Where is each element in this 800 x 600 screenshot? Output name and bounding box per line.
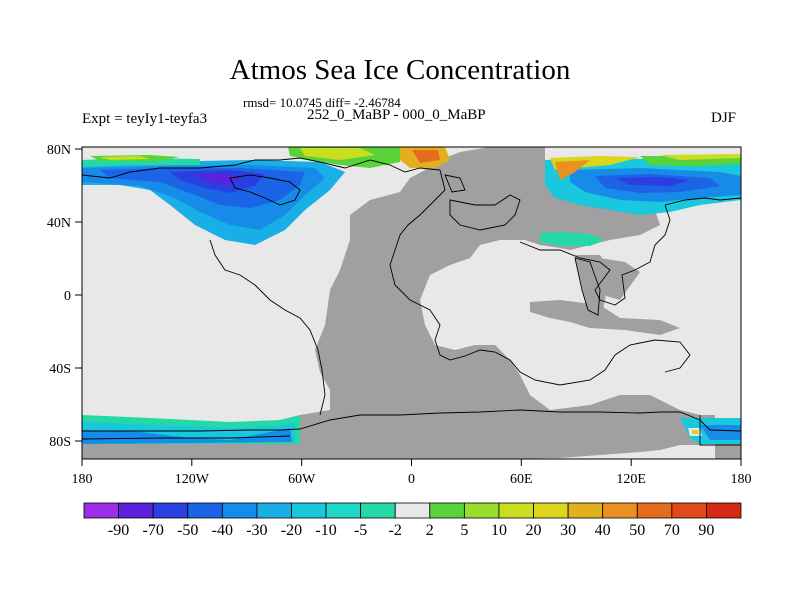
coastline-pangaea (389, 169, 691, 386)
colorbar-swatch (498, 502, 534, 519)
colorbar-swatch (118, 502, 154, 519)
lon-label-0: 180 (72, 472, 93, 487)
arctic-yellow-patch (300, 148, 375, 160)
land-ridge (600, 258, 640, 300)
colorbar-label: 30 (560, 522, 576, 539)
colorbar-swatch (463, 502, 500, 519)
colorbar-swatch (291, 502, 327, 519)
east-ice-orange (555, 160, 590, 180)
colorbar-swatch (152, 502, 189, 519)
colorbar-swatch (187, 502, 223, 519)
lat-label-0: 80N (47, 143, 71, 158)
colorbar-swatch (602, 502, 638, 519)
colorbar-label: -70 (142, 522, 163, 539)
axis-ticks (75, 148, 742, 466)
colorbar-label: 20 (526, 522, 542, 539)
colorbar-swatch (83, 502, 119, 519)
sh-east-blue (700, 425, 741, 440)
coastline-east-inland (449, 194, 521, 231)
lat-label-1: 40N (47, 216, 71, 231)
lon-label-3: 0 (408, 472, 415, 487)
coastline-tethys (519, 204, 671, 306)
colorbar-swatch (429, 502, 465, 519)
coastline-east-edge (699, 415, 741, 446)
colorbar-label: -2 (389, 522, 402, 539)
sh-ice-grey-base (82, 444, 300, 459)
colorbar-swatch (533, 502, 569, 519)
coastline-north-ocean (82, 157, 441, 179)
east-ice-core (615, 177, 690, 186)
colorbar-swatch (325, 502, 362, 519)
land-masses (300, 147, 715, 459)
sh-ice-blue (82, 428, 292, 444)
lat-label-2: 0 (64, 289, 71, 304)
sh-east-yellow-dot (692, 430, 698, 434)
colorbar: -90 -70 -50 -40 -30 -20 -10 -5 -2 2 5 10 20 30 40 50 70 9… (83, 502, 742, 539)
nh-ice-anomaly-arctic (288, 147, 450, 168)
lon-label-5: 120E (616, 472, 646, 487)
colorbar-label: -50 (177, 522, 198, 539)
coastline-antarctic-inner (82, 435, 291, 440)
map-title: Atmos Sea Ice Concentration (229, 54, 571, 86)
colorbar-label: -30 (246, 522, 267, 539)
colorbar-label: 10 (491, 522, 507, 539)
coastline-small-islands (444, 174, 466, 193)
colorbar-label: 90 (698, 522, 714, 539)
lat-label-3: 40S (49, 362, 71, 377)
colorbar-swatch (567, 502, 604, 519)
colorbar-label: -90 (108, 522, 129, 539)
coastlines (82, 157, 741, 446)
colorbar-label: -10 (315, 522, 336, 539)
colorbar-label: 2 (426, 522, 434, 539)
colorbar-label: 50 (629, 522, 645, 539)
map-panel (82, 147, 741, 459)
coastline-arctic-islands (229, 174, 301, 206)
colorbar-swatch (706, 502, 742, 519)
colorbar-label: 40 (595, 522, 611, 539)
coastline-west-continent (209, 239, 326, 416)
pangaea-land (300, 147, 715, 459)
nh-ice-anomaly-west (82, 155, 345, 245)
period-label: 252_0_MaBP - 000_0_MaBP (307, 107, 486, 123)
colorbar-label: -5 (354, 522, 367, 539)
axis-labels: 180 120W 60W 0 60E 120E 180 80N 40N 0 40… (47, 143, 752, 487)
east-ice-lime (660, 154, 741, 160)
colorbar-label: -20 (281, 522, 302, 539)
colorbar-swatch (394, 502, 431, 519)
arctic-red-patch (412, 150, 440, 163)
coastline-antarctic (82, 409, 741, 432)
stats-label: rmsd= 10.0745 diff= -2.46784 (243, 95, 401, 110)
lon-label-2: 60W (288, 472, 316, 487)
nh-ice-anomaly-east (540, 154, 741, 246)
colorbar-swatch (636, 502, 673, 519)
lon-label-4: 60E (510, 472, 533, 487)
lon-label-1: 120W (175, 472, 210, 487)
lat-label-4: 80S (49, 435, 71, 450)
sh-east-grey-base (715, 444, 741, 459)
season-label: DJF (711, 110, 737, 126)
ice-band-deep (195, 173, 240, 185)
colorbar-label: 5 (460, 522, 468, 539)
colorbar-label: -40 (212, 522, 233, 539)
land-east-peninsula (575, 255, 610, 322)
colorbar-swatch (221, 502, 258, 519)
colorbar-swatch (360, 502, 396, 519)
lon-label-6: 180 (731, 472, 752, 487)
tethys-teal-strip (540, 232, 605, 246)
experiment-label: Expt = teyIy1-teyfa3 (82, 111, 208, 127)
ice-fringe-yellow (100, 156, 150, 160)
coastline-east-peninsula (574, 257, 601, 316)
colorbar-label: 70 (664, 522, 680, 539)
coastline-far-east (664, 197, 741, 206)
colorbar-swatch (256, 502, 292, 519)
land-east-strip (530, 300, 680, 335)
colorbar-swatch (671, 502, 707, 519)
